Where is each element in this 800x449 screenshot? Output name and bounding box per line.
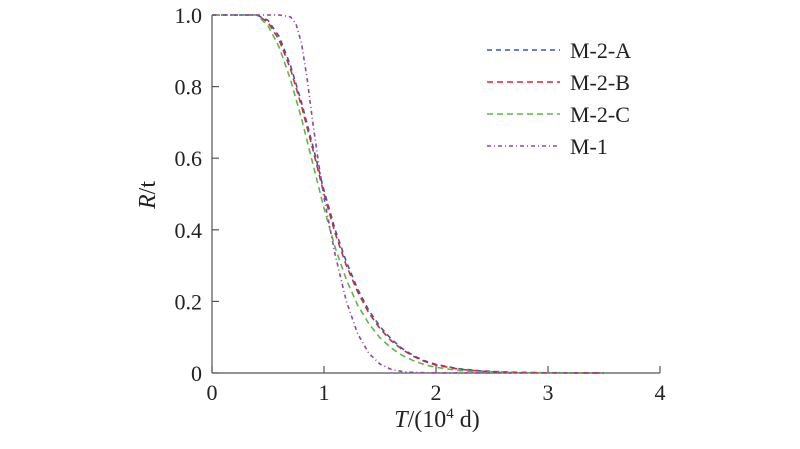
y-tick-label: 0 [191,361,202,386]
series-line-m-2-a [212,14,605,374]
series-line-m-2-c [212,14,605,374]
legend-label-m-1: M-1 [570,134,608,159]
y-tick-label: 1.0 [175,3,203,28]
x-axis-label-unit-close: d) [454,407,480,433]
y-tick-label: 0.6 [175,146,203,171]
plot-frame [211,15,660,374]
x-tick-label: 0 [207,380,218,405]
x-tick-label: 1 [319,380,330,405]
x-tick-label: 2 [431,380,442,405]
y-tick-label: 0.2 [175,289,203,314]
y-axis-ticks: 0 0.2 0.4 0.6 0.8 1.0 [175,3,219,386]
x-axis-label-exp: 4 [446,406,454,422]
y-axis-label-var: R [135,194,161,210]
x-axis-label-var: T [394,407,409,433]
series-line-m-1 [212,14,604,374]
legend-label-m-2-a: M-2-A [570,38,631,63]
y-axis-label-rest: /t [135,181,161,195]
series-line-m-2-b [212,14,605,374]
x-axis-label-unit-open: /(10 [408,407,447,433]
y-axis-label: R/t [135,181,161,210]
y-tick-label: 0.4 [175,218,203,243]
y-tick-label: 0.8 [175,75,203,100]
x-tick-label: 3 [543,380,554,405]
legend-label-m-2-c: M-2-C [570,102,630,127]
x-axis-label: T/(104 d) [394,406,480,433]
legend-label-m-2-b: M-2-B [570,70,630,95]
series-lines [212,14,605,374]
x-axis-ticks: 0 1 2 3 4 [207,366,666,405]
legend: M-2-A M-2-B M-2-C M-1 [487,38,631,159]
x-tick-label: 4 [655,380,666,405]
